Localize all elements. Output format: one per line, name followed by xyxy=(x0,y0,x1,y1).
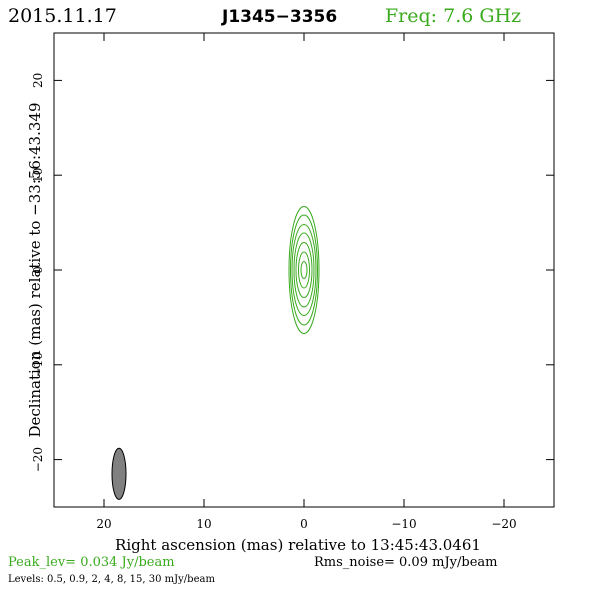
contour-levels-label: Levels: 0.5, 0.9, 2, 4, 8, 15, 30 mJy/be… xyxy=(8,574,215,585)
beam-ellipse-group xyxy=(111,447,127,500)
source-contours xyxy=(288,205,320,335)
contour-level-2 xyxy=(291,223,317,317)
y-tick-label: 10 xyxy=(31,168,45,183)
contour-level-0-9 xyxy=(290,214,318,326)
y-tick-label: 0 xyxy=(31,266,45,274)
contour-level-30 xyxy=(300,260,308,280)
contour-level-4 xyxy=(293,232,315,308)
contour-level-0-5 xyxy=(288,205,320,335)
contour-level-8 xyxy=(295,242,313,298)
plot-frame xyxy=(53,32,555,508)
x-tick-label: −10 xyxy=(391,517,416,531)
rms-noise-label: Rms_noise= 0.09 mJy/beam xyxy=(314,555,497,570)
source-name: J1345−3356 xyxy=(221,7,337,27)
beam-ellipse xyxy=(111,447,127,500)
y-axis-label: Declination (mas) relative to −33:56:43.… xyxy=(26,102,44,437)
x-tick-label: 20 xyxy=(96,517,111,531)
contour-level-15 xyxy=(298,251,310,289)
observation-date: 2015.11.17 xyxy=(8,5,117,27)
x-tick-label: 0 xyxy=(300,517,308,531)
y-tick-label: −20 xyxy=(31,447,45,472)
x-axis-label: Right ascension (mas) relative to 13:45:… xyxy=(115,536,481,554)
axis-ticks: 20 10 0 −10 −20 20 10 0 −10 −20 xyxy=(31,33,554,531)
peak-level-label: Peak_lev= 0.034 Jy/beam xyxy=(8,555,175,570)
y-tick-label: −10 xyxy=(31,352,45,377)
x-tick-label: −20 xyxy=(491,517,516,531)
x-tick-label: 10 xyxy=(196,517,211,531)
frequency-label: Freq: 7.6 GHz xyxy=(385,5,521,27)
y-tick-label: 20 xyxy=(31,73,45,88)
